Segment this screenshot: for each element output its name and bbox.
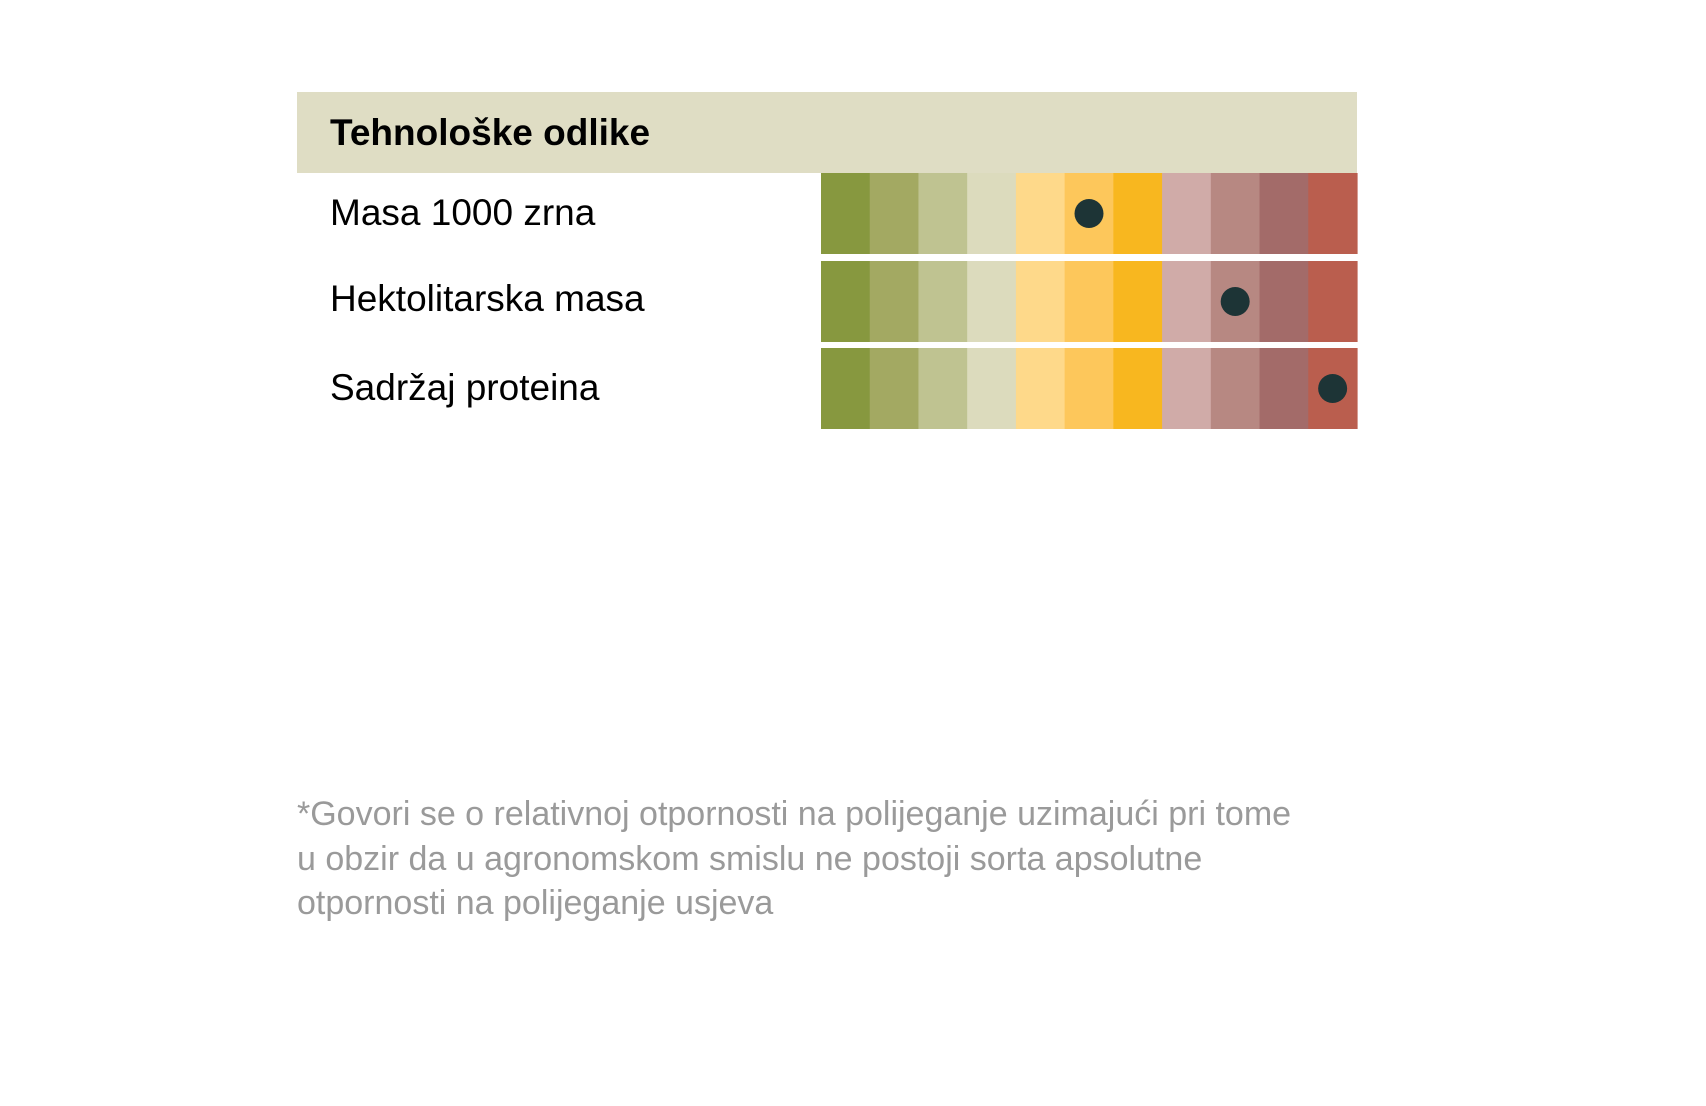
scale-cell: [1113, 173, 1163, 254]
scale-cell: [1162, 348, 1212, 429]
scale-row: [821, 173, 1358, 254]
scale-cell: [967, 261, 1017, 342]
chart-title: Tehnološke odlike: [330, 112, 651, 153]
scale-cell: [1210, 348, 1261, 429]
row-label-hektolitarska-masa: Hektolitarska masa: [330, 278, 645, 319]
scale-cell: [1113, 261, 1163, 342]
scale-cell: [1308, 173, 1358, 254]
scale-cell: [869, 173, 920, 254]
scale-row: [821, 348, 1358, 429]
footnote-line: *Govori se o relativnoj otpornosti na po…: [297, 795, 1292, 833]
scale-cell: [918, 261, 968, 342]
scale-cell: [1113, 348, 1163, 429]
row-label-masa-1000-zrna: Masa 1000 zrna: [330, 192, 596, 233]
scale-cell: [821, 348, 871, 429]
scale-cell: [1308, 261, 1358, 342]
scale-cell: [869, 348, 920, 429]
scale-cell: [918, 173, 968, 254]
scale-cell: [1064, 261, 1114, 342]
scale-cell: [1259, 348, 1309, 429]
chart-header-band: [297, 92, 1357, 173]
footnote-line: otpornosti na polijeganje usjeva: [297, 884, 774, 922]
scale-cell: [1259, 173, 1309, 254]
row-label-sadrzaj-proteina: Sadržaj proteina: [330, 367, 600, 408]
scale-cell: [1162, 261, 1212, 342]
scale-cell: [1015, 348, 1066, 429]
rating-marker: [1318, 374, 1348, 403]
scale-row: [821, 261, 1358, 342]
scale-cell: [967, 173, 1017, 254]
scale-cell: [821, 261, 871, 342]
scale-cell: [1015, 261, 1066, 342]
rating-marker: [1220, 287, 1250, 316]
scale-cell: [1015, 173, 1066, 254]
rating-marker: [1074, 199, 1104, 228]
footnote-line: u obzir da u agronomskom smislu ne posto…: [297, 839, 1203, 878]
scale-cell: [821, 173, 871, 254]
scale-cell: [967, 348, 1017, 429]
scale-cell: [918, 348, 968, 429]
footnote: *Govori se o relativnoj otpornosti na po…: [297, 792, 1377, 926]
scale-cell: [1210, 173, 1261, 254]
scale-cell: [869, 261, 920, 342]
scale-cell: [1162, 173, 1212, 254]
scale-cell: [1064, 348, 1114, 429]
scale-cell: [1259, 261, 1309, 342]
